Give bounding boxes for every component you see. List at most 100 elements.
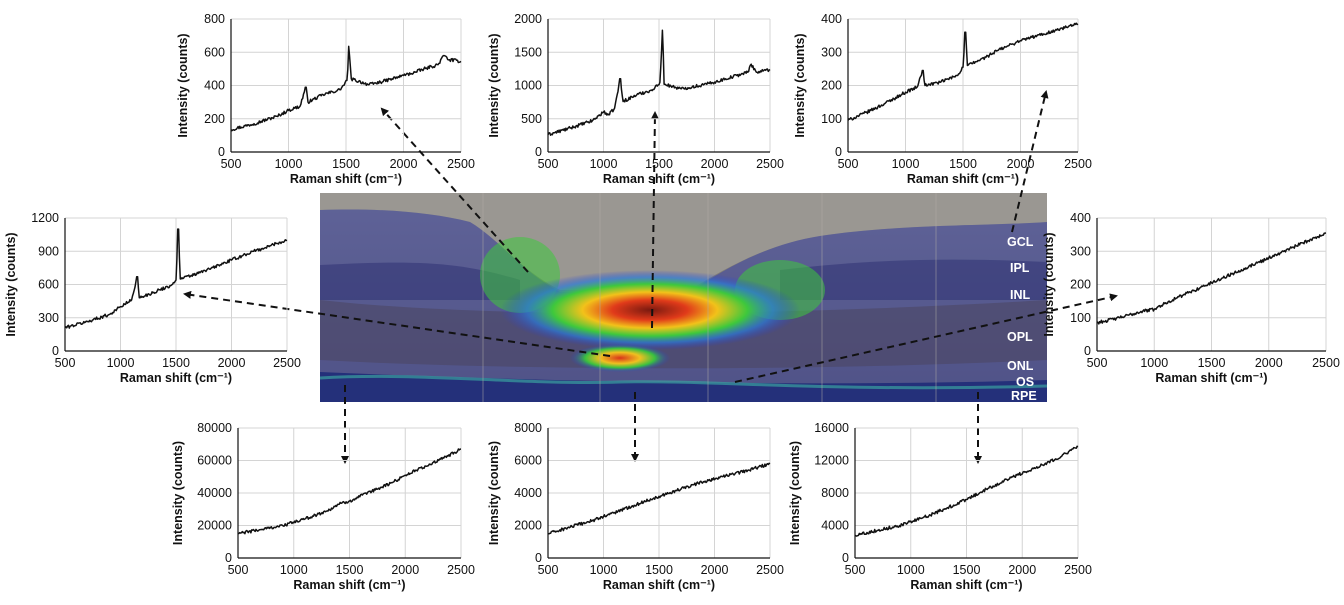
x-tick-label: 1000 — [280, 563, 308, 577]
x-axis-title: Raman shift (cm⁻¹) — [1155, 371, 1267, 385]
y-tick-label: 0 — [52, 344, 59, 358]
layer-label-ipl: IPL — [1010, 261, 1030, 275]
x-tick-label: 1500 — [1198, 356, 1226, 370]
y-axis-title: Intensity (counts) — [487, 441, 501, 545]
spectrum-line — [230, 45, 462, 132]
x-tick-label: 500 — [538, 563, 559, 577]
layer-labels: GCL IPL INL OPL ONL OS RPE — [1007, 235, 1037, 403]
y-tick-label: 100 — [1070, 311, 1091, 325]
y-tick-label: 400 — [1070, 211, 1091, 225]
x-tick-label: 1000 — [275, 157, 303, 171]
x-tick-label: 2000 — [1255, 356, 1283, 370]
y-tick-label: 40000 — [197, 486, 232, 500]
x-tick-label: 1500 — [645, 157, 673, 171]
layer-label-opl: OPL — [1007, 330, 1033, 344]
x-tick-label: 500 — [538, 157, 559, 171]
x-tick-label: 500 — [55, 356, 76, 370]
x-tick-label: 500 — [838, 157, 859, 171]
x-tick-label: 1000 — [590, 157, 618, 171]
layer-label-onl: ONL — [1007, 359, 1034, 373]
x-tick-label: 2500 — [1064, 563, 1092, 577]
y-axis-title: Intensity (counts) — [487, 33, 501, 137]
y-tick-label: 300 — [38, 311, 59, 325]
y-tick-label: 0 — [225, 551, 232, 565]
x-tick-label: 500 — [845, 563, 866, 577]
y-tick-label: 1200 — [31, 211, 59, 225]
y-tick-label: 0 — [218, 145, 225, 159]
y-tick-label: 400 — [204, 79, 225, 93]
x-tick-label: 500 — [221, 157, 242, 171]
x-tick-label: 1500 — [162, 356, 190, 370]
chart-panel-bottom-middle: 0 2000 4000 6000 8000 500 1000 1500 2000 2500 Rama… — [487, 421, 784, 592]
x-tick-label: 2500 — [1064, 157, 1092, 171]
spectrum-line — [547, 462, 771, 535]
x-axis-title: Raman shift (cm⁻¹) — [293, 578, 405, 592]
y-tick-label: 1000 — [514, 79, 542, 93]
chart-panel-bottom-right: 0 4000 8000 12000 16000 500 1000 1500 2000 2500 Ra… — [788, 421, 1092, 592]
chart-panel-bottom-left: 0 20000 40000 60000 80000 500 1000 1500 2000 2500… — [171, 421, 475, 592]
y-tick-label: 0 — [1084, 344, 1091, 358]
spectrum-line — [1096, 232, 1327, 325]
chart-panel-middle-right: 0 100 200 300 400 500 1000 1500 2000 2500 Raman sh… — [1042, 211, 1340, 385]
y-tick-label: 0 — [842, 551, 849, 565]
layer-label-os: OS — [1016, 375, 1034, 389]
y-tick-label: 0 — [835, 145, 842, 159]
x-tick-label: 2500 — [273, 356, 301, 370]
y-tick-label: 8000 — [514, 421, 542, 435]
arrow-to-top-left — [380, 107, 529, 273]
chart-panel-top-left: 0 200 400 600 800 500 1000 1500 2000 2500 Raman sh… — [176, 12, 475, 186]
y-axis-title: Intensity (counts) — [1042, 232, 1056, 336]
x-tick-label: 1000 — [590, 563, 618, 577]
layer-label-rpe: RPE — [1011, 389, 1037, 403]
x-tick-label: 2500 — [447, 563, 475, 577]
x-tick-label: 2000 — [701, 563, 729, 577]
y-tick-label: 6000 — [514, 454, 542, 468]
x-tick-label: 1500 — [949, 157, 977, 171]
y-tick-label: 300 — [821, 45, 842, 59]
y-axis-title: Intensity (counts) — [793, 33, 807, 137]
x-axis-title: Raman shift (cm⁻¹) — [603, 172, 715, 186]
arrows — [183, 90, 1118, 464]
y-tick-label: 60000 — [197, 454, 232, 468]
x-tick-label: 1500 — [645, 563, 673, 577]
y-tick-label: 200 — [821, 79, 842, 93]
y-tick-label: 12000 — [814, 454, 849, 468]
x-axis-title: Raman shift (cm⁻¹) — [290, 172, 402, 186]
x-axis-title: Raman shift (cm⁻¹) — [120, 371, 232, 385]
y-tick-label: 1500 — [514, 45, 542, 59]
layer-label-inl: INL — [1010, 288, 1031, 302]
y-axis-title: Intensity (counts) — [788, 441, 802, 545]
x-tick-label: 500 — [228, 563, 249, 577]
x-tick-label: 1000 — [1140, 356, 1168, 370]
x-tick-label: 2500 — [756, 157, 784, 171]
y-tick-label: 500 — [521, 112, 542, 126]
x-tick-label: 500 — [1087, 356, 1108, 370]
chart-panel-middle-left: 0 300 600 900 1200 500 1000 1500 2000 2500 Raman s… — [4, 211, 301, 385]
y-tick-label: 900 — [38, 244, 59, 258]
x-tick-label: 1500 — [332, 157, 360, 171]
retina-image — [320, 193, 1047, 402]
x-tick-label: 2500 — [447, 157, 475, 171]
spectrum-line — [847, 22, 1079, 121]
y-tick-label: 8000 — [821, 486, 849, 500]
y-tick-label: 0 — [535, 145, 542, 159]
x-axis-title: Raman shift (cm⁻¹) — [907, 172, 1019, 186]
y-tick-label: 4000 — [821, 519, 849, 533]
y-tick-label: 600 — [204, 45, 225, 59]
y-tick-label: 100 — [821, 112, 842, 126]
x-tick-label: 2500 — [756, 563, 784, 577]
y-tick-label: 2000 — [514, 519, 542, 533]
y-tick-label: 4000 — [514, 486, 542, 500]
spectrum-line — [64, 228, 288, 329]
x-tick-label: 2000 — [1007, 157, 1035, 171]
x-tick-label: 1000 — [897, 563, 925, 577]
y-tick-label: 200 — [204, 112, 225, 126]
y-tick-label: 80000 — [197, 421, 232, 435]
x-tick-label: 2000 — [1008, 563, 1036, 577]
y-tick-label: 300 — [1070, 244, 1091, 258]
x-tick-label: 1500 — [953, 563, 981, 577]
y-tick-label: 16000 — [814, 421, 849, 435]
y-axis-title: Intensity (counts) — [176, 33, 190, 137]
x-tick-label: 2000 — [701, 157, 729, 171]
